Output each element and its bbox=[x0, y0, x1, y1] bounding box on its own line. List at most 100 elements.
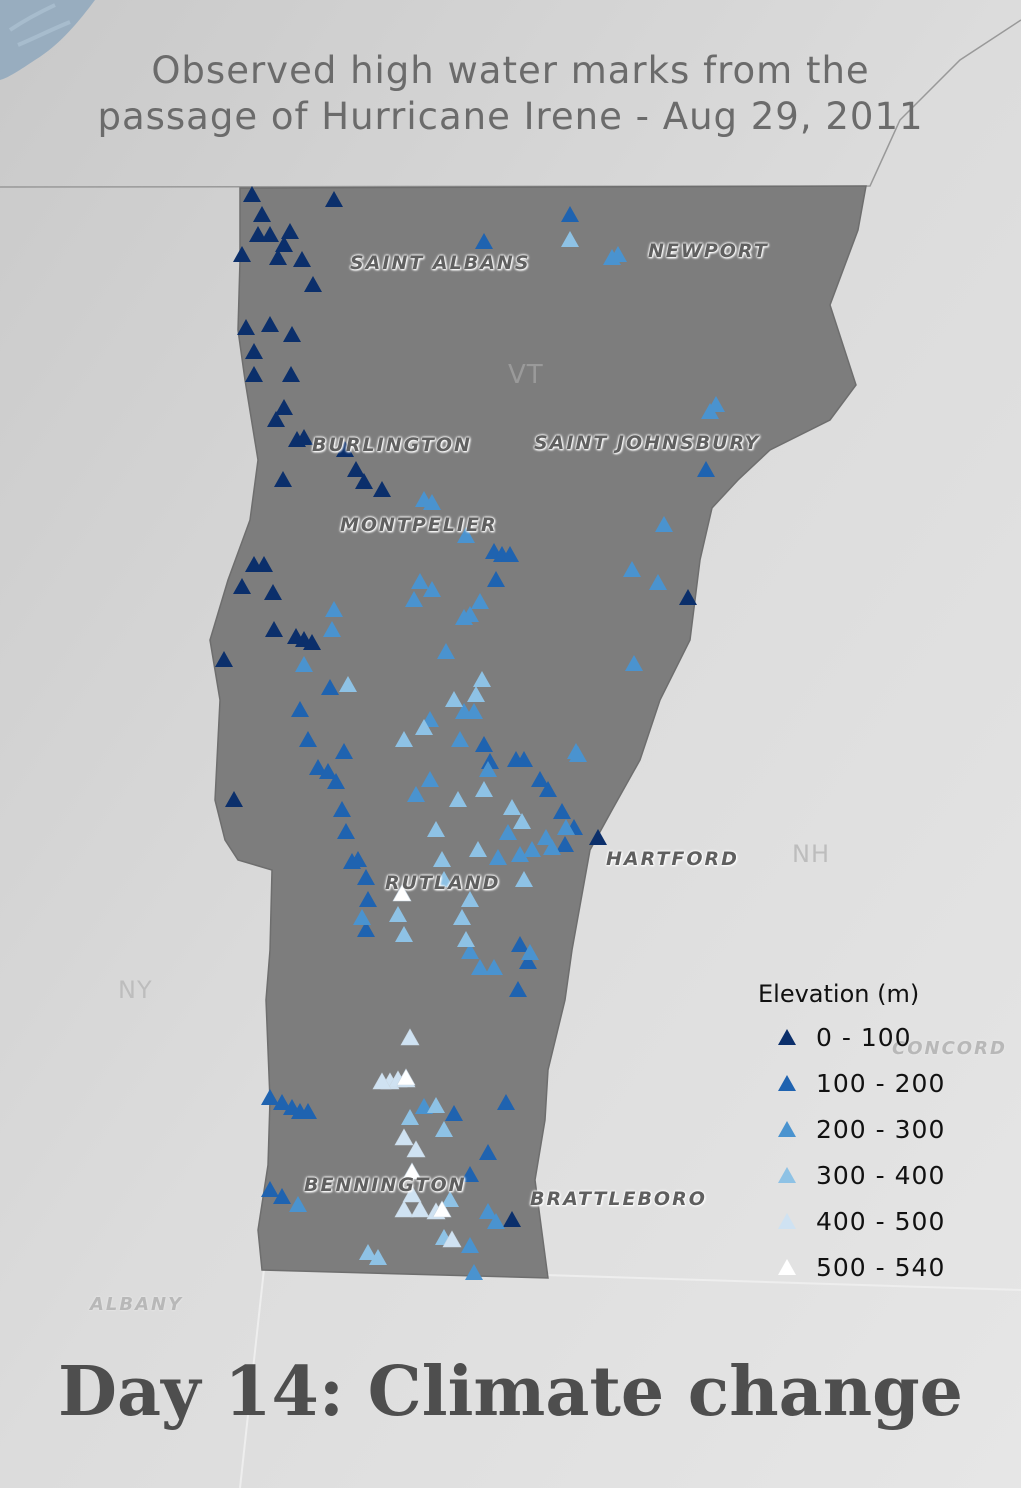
high-water-mark bbox=[283, 326, 301, 342]
river-water bbox=[8, 3, 71, 47]
high-water-mark bbox=[481, 753, 499, 769]
high-water-mark bbox=[625, 655, 643, 671]
high-water-mark bbox=[567, 743, 585, 759]
high-water-mark bbox=[335, 743, 353, 759]
high-water-mark bbox=[423, 581, 441, 597]
high-water-mark bbox=[299, 731, 317, 747]
nh-border bbox=[544, 1274, 1021, 1291]
city-label-newport: NEWPORT bbox=[648, 240, 769, 262]
high-water-mark bbox=[445, 691, 463, 707]
high-water-mark bbox=[357, 921, 375, 937]
high-water-mark bbox=[249, 226, 267, 242]
high-water-mark bbox=[511, 936, 529, 952]
high-water-mark bbox=[265, 621, 283, 637]
state-label-vt: VT bbox=[508, 360, 544, 390]
high-water-mark bbox=[543, 839, 561, 855]
map-title-line-2: passage of Hurricane Irene - Aug 29, 201… bbox=[97, 95, 924, 138]
high-water-mark bbox=[323, 621, 341, 637]
high-water-mark bbox=[479, 1203, 497, 1219]
high-water-mark bbox=[353, 909, 371, 925]
high-water-mark bbox=[245, 556, 263, 572]
high-water-mark bbox=[261, 226, 279, 242]
high-water-mark bbox=[369, 1249, 387, 1265]
city-label-brattleboro: BRATTLEBORO bbox=[530, 1188, 707, 1210]
high-water-mark bbox=[411, 573, 429, 589]
state-label-ny: NY bbox=[118, 976, 153, 1004]
triangle-marker-icon bbox=[758, 1212, 816, 1230]
high-water-mark bbox=[471, 593, 489, 609]
high-water-mark bbox=[561, 231, 579, 247]
high-water-mark bbox=[389, 906, 407, 922]
legend-row: 0 - 100 bbox=[758, 1014, 978, 1060]
high-water-mark bbox=[623, 561, 641, 577]
high-water-mark bbox=[215, 651, 233, 667]
high-water-mark bbox=[479, 761, 497, 777]
high-water-mark bbox=[407, 786, 425, 802]
high-water-mark bbox=[433, 851, 451, 867]
map-title-line-1: Observed high water marks from the bbox=[151, 49, 870, 92]
high-water-mark bbox=[359, 891, 377, 907]
high-water-mark bbox=[347, 461, 365, 477]
legend-row: 200 - 300 bbox=[758, 1106, 978, 1152]
legend-label: 500 - 540 bbox=[816, 1252, 946, 1282]
high-water-mark bbox=[309, 759, 327, 775]
high-water-mark bbox=[402, 1185, 422, 1203]
high-water-mark bbox=[649, 574, 667, 590]
high-water-mark bbox=[321, 679, 339, 695]
high-water-mark bbox=[473, 671, 491, 687]
high-water-mark bbox=[400, 1028, 420, 1046]
high-water-mark bbox=[435, 871, 453, 887]
high-water-mark bbox=[282, 366, 300, 382]
high-water-mark bbox=[288, 431, 306, 447]
high-water-mark bbox=[655, 516, 673, 532]
high-water-mark bbox=[556, 836, 574, 852]
high-water-mark bbox=[343, 853, 361, 869]
high-water-mark bbox=[503, 1211, 521, 1227]
high-water-mark bbox=[394, 1128, 414, 1146]
high-water-mark bbox=[461, 891, 479, 907]
triangle-marker-icon bbox=[758, 1120, 816, 1138]
high-water-mark bbox=[406, 1140, 426, 1158]
triangle-marker-icon bbox=[758, 1258, 816, 1276]
high-water-mark bbox=[461, 1237, 479, 1253]
high-water-mark bbox=[537, 829, 555, 845]
high-water-mark bbox=[521, 944, 539, 960]
high-water-mark bbox=[267, 411, 285, 427]
high-water-mark bbox=[485, 959, 503, 975]
high-water-mark bbox=[523, 841, 541, 857]
high-water-marks bbox=[215, 186, 725, 1280]
high-water-mark bbox=[273, 1094, 291, 1110]
high-water-mark bbox=[261, 1089, 279, 1105]
high-water-mark bbox=[405, 591, 423, 607]
high-water-mark bbox=[303, 634, 321, 650]
high-water-mark bbox=[269, 249, 287, 265]
high-water-mark bbox=[603, 249, 621, 265]
high-water-mark bbox=[515, 751, 533, 767]
high-water-mark bbox=[487, 1213, 505, 1229]
high-water-mark bbox=[333, 801, 351, 817]
high-water-mark bbox=[233, 578, 251, 594]
high-water-mark bbox=[513, 813, 531, 829]
city-label-saint-johnsbury: SAINT JOHNSBURY bbox=[534, 432, 761, 454]
high-water-mark bbox=[457, 931, 475, 947]
city-label-montpelier: MONTPELIER bbox=[340, 514, 498, 536]
high-water-mark bbox=[499, 824, 517, 840]
high-water-mark bbox=[503, 799, 521, 815]
high-water-mark bbox=[415, 1098, 433, 1114]
state-label-nh: NH bbox=[792, 840, 830, 868]
high-water-mark bbox=[325, 601, 343, 617]
high-water-mark bbox=[355, 473, 373, 489]
legend-label: 100 - 200 bbox=[816, 1068, 946, 1098]
city-label-concord: CONCORD bbox=[892, 1038, 1007, 1059]
legend-row: 500 - 540 bbox=[758, 1244, 978, 1290]
elevation-legend: Elevation (m) 0 - 100 100 - 200 200 - 30… bbox=[758, 980, 978, 1290]
triangle-marker-icon bbox=[758, 1166, 816, 1184]
high-water-mark bbox=[359, 1244, 377, 1260]
high-water-mark bbox=[467, 686, 485, 702]
high-water-mark bbox=[357, 869, 375, 885]
high-water-mark bbox=[225, 791, 243, 807]
high-water-mark bbox=[445, 1105, 463, 1121]
city-label-hartford: HARTFORD bbox=[606, 848, 739, 870]
legend-row: 400 - 500 bbox=[758, 1198, 978, 1244]
high-water-mark bbox=[465, 1264, 483, 1280]
